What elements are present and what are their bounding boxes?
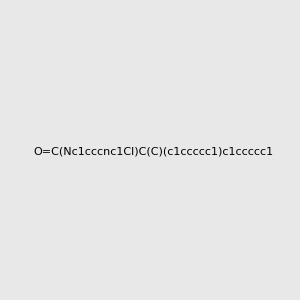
Text: O=C(Nc1cccnc1Cl)C(C)(c1ccccc1)c1ccccc1: O=C(Nc1cccnc1Cl)C(C)(c1ccccc1)c1ccccc1 — [34, 146, 274, 157]
